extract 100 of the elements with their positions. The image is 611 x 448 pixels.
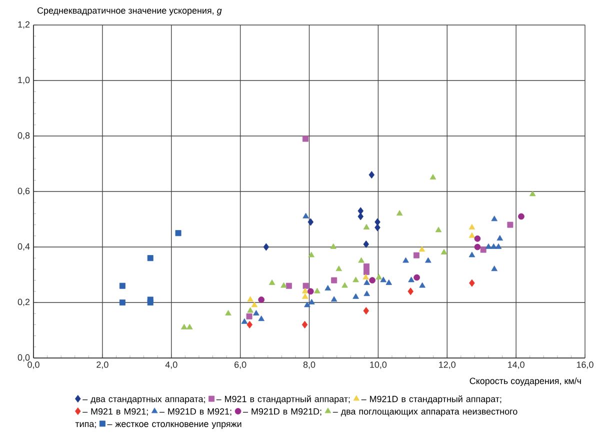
point [491,266,498,272]
point [368,171,375,179]
point [147,299,154,306]
x-tick-label: 10,0 [370,362,387,369]
point [364,290,370,296]
point [241,318,248,324]
point [490,243,497,249]
point [474,244,481,250]
point [518,213,524,220]
y-tick-label: 1,2 [18,21,30,29]
point [307,288,314,295]
point [363,268,370,275]
point [258,316,264,322]
x-tick-label: 2,0 [96,362,108,369]
point [175,230,182,236]
point [268,279,276,285]
legend-label: – M921 в стандартный аппарат; [216,395,350,404]
point [352,293,359,299]
point [302,212,309,218]
point [396,210,403,216]
x-tick-label: 14,0 [508,362,524,369]
point [331,277,338,284]
x-tick-label: 16,0 [576,362,594,369]
point [469,279,475,287]
point [435,226,442,232]
y-tick-label: 0,2 [18,298,30,306]
legend-label: – M921D в стандартный аппарат; [361,395,502,404]
point [363,224,370,230]
point [314,288,320,294]
point [358,212,364,220]
legend-label: – два стандартных аппарата; [82,397,205,404]
point [364,279,370,285]
point [402,257,409,263]
point [363,263,370,270]
point [495,243,502,249]
point [363,240,370,248]
point [496,235,504,241]
point [413,252,420,258]
point [352,276,359,282]
point [119,299,126,306]
point [302,136,308,142]
point [358,257,364,263]
point [376,274,382,280]
point [362,274,369,280]
y-tick-label: 0,8 [18,132,30,140]
point [363,307,370,315]
point [302,282,309,289]
point [468,232,476,238]
text: – два поглощающих аппарата неизвестного [332,410,518,416]
point [225,310,232,316]
x-tick-label: 8,0 [303,362,316,369]
point [468,252,476,258]
point [440,248,448,254]
y-tick-label: 0,0 [18,354,30,362]
point [246,320,253,328]
y-axis-title: Среднеквадратичное значение ускорения, g [37,7,222,16]
point [302,293,308,299]
point [380,276,386,282]
point [186,324,193,330]
point [374,218,380,226]
y-tick-label: 1,0 [18,76,30,84]
legend-label: – M921 в M921; [82,408,148,416]
point [302,320,308,328]
point [286,282,292,289]
point [529,190,536,196]
point [408,288,414,296]
point [342,282,348,288]
point [119,282,126,289]
x-tick-label: 12,0 [439,362,456,369]
x-tick-label: 6,0 [234,362,246,369]
point [263,243,270,251]
x-tick-label: 0,0 [28,362,40,369]
point [308,252,314,258]
point [247,296,254,302]
point [324,285,332,291]
point [480,246,486,253]
legend-label: – жесткое столкновение упряжи [107,422,242,429]
point [468,224,476,230]
point [246,313,252,320]
point [430,174,436,180]
point [408,276,414,282]
legend-label: – M921D в M921D; [243,408,322,416]
point [425,257,432,263]
point [280,282,287,288]
point [485,243,492,249]
point [419,282,426,288]
point [253,310,260,316]
point [374,224,380,232]
point [302,288,308,294]
point [418,246,426,252]
point [491,216,498,222]
y-tick-label: 0,4 [18,243,30,251]
point [330,296,338,302]
point [304,302,310,308]
point [181,324,188,330]
y-tick-label: 0,6 [18,188,30,196]
point [308,298,315,304]
point [258,296,265,303]
point [386,279,392,285]
legend-label: – M921D в M921; [160,408,232,416]
